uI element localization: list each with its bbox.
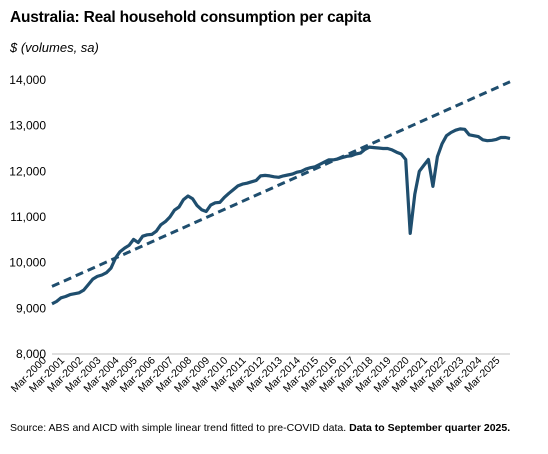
y-tick-label: 9,000	[16, 301, 46, 315]
y-tick-label: 14,000	[9, 73, 46, 87]
source-note: Source: ABS and AICD with simple linear …	[10, 420, 530, 436]
series-group	[51, 80, 511, 306]
y-tick-label: 11,000	[10, 210, 46, 224]
source-bold-note: Data to September quarter 2025.	[349, 422, 511, 434]
x-axis-ticks: Mar-2000Mar-2001Mar-2002Mar-2003Mar-2004…	[9, 355, 503, 395]
chart-title: Australia: Real household consumption pe…	[10, 9, 371, 26]
y-axis-ticks: 8,000 9,000 10,000 11,000 12,000 13,000 14,000	[9, 73, 46, 361]
chart-subtitle: $ (volumes, sa)	[10, 40, 99, 55]
source-text: Source: ABS and AICD with simple linear …	[10, 422, 350, 434]
y-tick-label: 10,000	[9, 256, 46, 270]
consumption-line	[51, 127, 511, 306]
y-tick-label: 8,000	[16, 347, 46, 361]
line-chart: 8,000 9,000 10,000 11,000 12,000 13,000 14,000…	[9, 73, 511, 395]
y-tick-label: 12,000	[9, 164, 46, 178]
trend-line	[51, 80, 511, 288]
y-tick-label: 13,000	[9, 119, 46, 133]
